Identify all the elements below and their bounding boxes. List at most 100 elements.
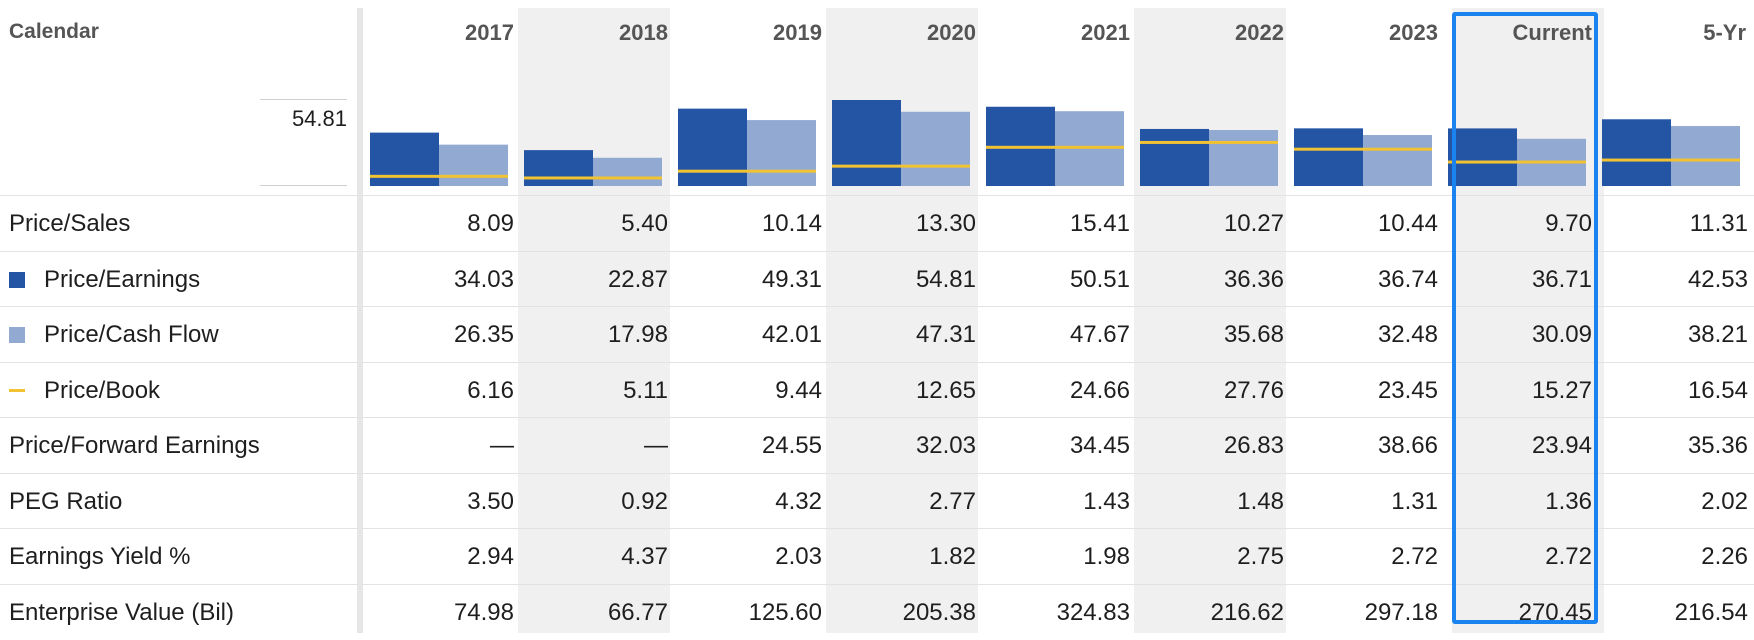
calendar-header: Calendar [9,20,99,43]
table-cell: 17.98 [607,321,668,348]
table-cell: 2.02 [1701,488,1748,515]
row-label-price-forward-earnings: Price/Forward Earnings [9,432,260,459]
table-cell: 54.81 [915,266,976,293]
price-cash-flow-bar [1671,126,1740,186]
price-book-marker [1448,160,1586,164]
table-cell: 66.77 [607,599,668,626]
table-cell: 50.51 [1069,266,1130,293]
label-column: Calendar 54.81 Price/Sales Price/Earning… [0,0,356,633]
price-book-marker [370,174,508,178]
row-divider [0,195,1754,196]
table-cell: 2.94 [467,543,514,570]
row-label-peg-ratio: PEG Ratio [9,488,123,515]
price-earnings-bar [1140,128,1209,186]
table-cell: 36.74 [1377,266,1438,293]
price-cash-flow-bar [747,120,816,186]
column-divider [357,8,363,633]
table-cell: 12.65 [915,377,976,404]
price-book-marker [832,164,970,168]
table-cell: 35.68 [1223,321,1284,348]
row-label-price-sales: Price/Sales [9,210,131,237]
price-book-marker [1140,140,1278,144]
table-cell: 5.40 [621,210,668,237]
table-cell: 1.31 [1391,488,1438,515]
table-cell: 2.72 [1391,543,1438,570]
table-cell: 0.92 [621,488,668,515]
table-cell: — [490,432,514,459]
table-cell: 13.30 [915,210,976,237]
table-cell: 297.18 [1364,599,1438,626]
table-cell: 1.36 [1545,488,1592,515]
price-book-legend-icon [9,389,25,392]
price-cash-flow-bar [1209,130,1278,186]
chart-scale-max: 54.81 [291,106,347,131]
scale-top-line [260,99,347,100]
table-cell: 38.21 [1687,321,1748,348]
table-cell: 15.27 [1531,377,1592,404]
price-earnings-bar [1294,128,1363,186]
table-cell: 27.76 [1223,377,1284,404]
table-cell: 74.98 [453,599,514,626]
table-cell: 11.31 [1689,210,1748,237]
column-header-2021: 2021 [1081,20,1130,45]
table-cell: 1.48 [1237,488,1284,515]
table-cell: 10.44 [1377,210,1438,237]
table-cell: 49.31 [761,266,822,293]
row-divider [0,417,1754,418]
price-book-marker [1602,158,1740,162]
column-header-2020: 2020 [927,20,976,45]
table-cell: 1.98 [1083,543,1130,570]
table-cell: 6.16 [467,377,514,404]
price-earnings-bar [524,150,593,186]
table-cell: 16.54 [1687,377,1748,404]
column-header-5-yr: 5-Yr [1703,20,1746,45]
row-label-price-book: Price/Book [44,377,161,404]
table-cell: 24.66 [1069,377,1130,404]
table-cell: 2.75 [1237,543,1284,570]
row-divider [0,473,1754,474]
table-cell: 2.03 [775,543,822,570]
table-cell: 10.27 [1223,210,1284,237]
table-cell: 125.60 [748,599,822,626]
column-header-current: Current [1512,20,1592,45]
row-divider [0,251,1754,252]
row-divider [0,528,1754,529]
table-cell: 30.09 [1531,321,1592,348]
price-cash-flow-bar [1363,135,1432,186]
table-cell: 2.26 [1701,543,1748,570]
table-cell: 10.14 [761,210,822,237]
column-header-2023: 2023 [1389,20,1438,45]
price-book-marker [678,169,816,173]
price-cash-flow-bar [439,144,508,186]
table-cell: 47.31 [915,321,976,348]
table-cell: 26.35 [453,321,514,348]
table-cell: 23.45 [1377,377,1438,404]
valuation-bar-chart [370,100,1740,186]
price-cash-flow-bar [901,111,970,186]
price-earnings-bar [678,108,747,186]
price-cash-flow-bar [593,157,662,186]
table-cell: 9.70 [1545,210,1592,237]
column-header-2022: 2022 [1235,20,1284,45]
table-cell: 270.45 [1518,599,1592,626]
table-cell: 26.83 [1223,432,1284,459]
row-label-enterprise-value: Enterprise Value (Bil) [9,599,234,626]
table-cell: 4.32 [775,488,822,515]
price-earnings-legend-icon [9,272,25,288]
price-earnings-bar [1602,119,1671,186]
column-header-2018: 2018 [619,20,668,45]
table-cell: 205.38 [902,599,976,626]
row-label-price-earnings: Price/Earnings [44,266,201,293]
row-label-earnings-yield: Earnings Yield % [9,543,191,570]
table-cell: 42.53 [1687,266,1748,293]
table-cell: 34.03 [453,266,514,293]
table-cell: 2.72 [1545,543,1592,570]
table-cell: 42.01 [761,321,822,348]
price-earnings-bar [370,132,439,186]
price-cash-flow-legend-icon [9,327,25,343]
row-divider [0,306,1754,307]
price-earnings-bar [1448,128,1517,186]
column-header-2017: 2017 [465,20,514,45]
table-cell: 216.54 [1674,599,1748,626]
table-cell: 34.45 [1069,432,1130,459]
